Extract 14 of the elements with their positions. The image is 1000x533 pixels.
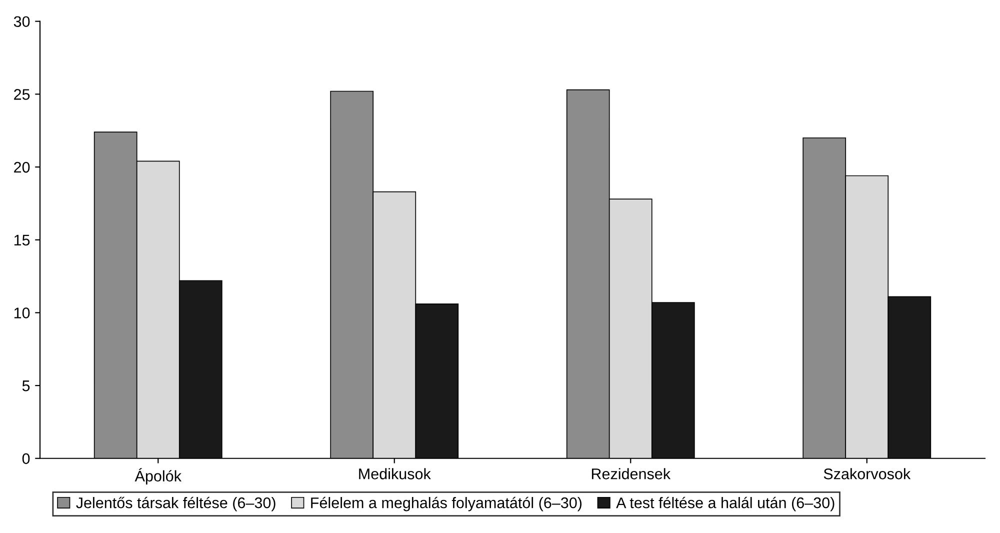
legend-label: Jelentős társak féltése (6–30) — [76, 496, 276, 512]
x-tick-label: Rezidensek — [592, 468, 671, 480]
y-tick-label: 5 — [22, 380, 30, 392]
y-tick-label: 30 — [14, 16, 30, 28]
x-tick-label: Medikusok — [359, 468, 431, 480]
y-tick-label: 15 — [14, 234, 30, 246]
x-tick-label: Szakorvosok — [824, 468, 911, 480]
legend-label: Félelem a meghalás folyamatától (6–30) — [311, 496, 582, 512]
legend-label: A test féltése a halál után (6–30) — [616, 496, 834, 512]
y-tick-label: 0 — [22, 453, 30, 464]
y-tick-label: 20 — [14, 162, 30, 173]
y-tick-label: 25 — [14, 89, 30, 100]
y-tick-label: 10 — [14, 308, 30, 318]
x-tick-label: Ápolók — [134, 468, 182, 485]
